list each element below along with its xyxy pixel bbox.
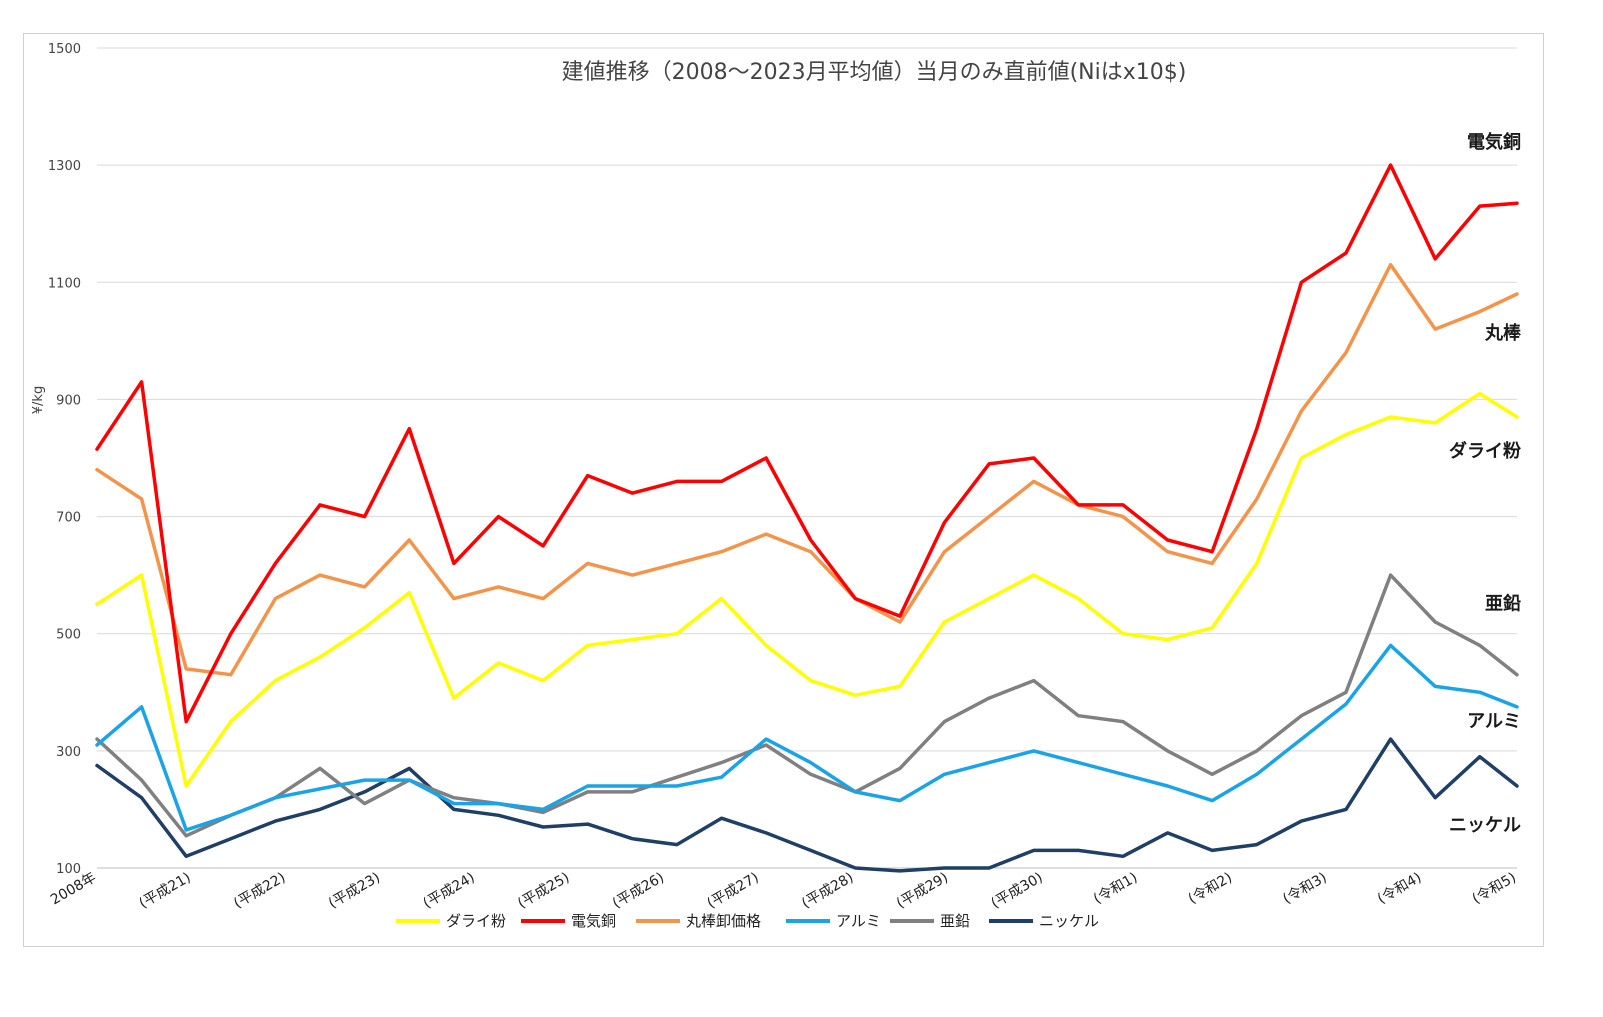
x-tick-label: (令和5) xyxy=(1470,870,1519,908)
x-tick-label: (平成21) xyxy=(137,870,194,912)
series-end-label: 丸棒 xyxy=(1484,322,1522,344)
x-tick-label: (平成25) xyxy=(515,870,572,912)
y-tick-label: 1500 xyxy=(48,42,81,57)
legend-label: ダライ粉 xyxy=(446,912,506,930)
grid-lines xyxy=(97,47,1517,869)
x-tick-label: (平成27) xyxy=(705,870,762,912)
series-line-5 xyxy=(95,737,1519,873)
series-lines xyxy=(95,163,1519,873)
y-tick-label: 500 xyxy=(56,628,81,643)
series-line-4 xyxy=(95,573,1519,838)
series-line-3 xyxy=(95,643,1519,832)
series-end-label: アルミ xyxy=(1467,711,1521,732)
legend-label: 丸棒卸価格 xyxy=(686,912,761,930)
x-tick-label: (令和1) xyxy=(1091,870,1140,908)
x-tick-label: (平成28) xyxy=(799,870,856,912)
legend: ダライ粉 電気銅 丸棒卸価格 アルミ 亜鉛 ニッケル xyxy=(396,912,1099,930)
x-tick-label: (平成22) xyxy=(231,870,288,912)
y-tick-label: 300 xyxy=(56,745,81,760)
series-end-label: ダライ粉 xyxy=(1449,440,1521,462)
x-tick-label: (平成24) xyxy=(421,870,478,912)
legend-label: ニッケル xyxy=(1039,912,1099,930)
y-tick-label: 1300 xyxy=(48,159,81,174)
x-axis-ticks: 2008年 (平成21) (平成22) (平成23) (平成24) (平成25) (平成26… xyxy=(48,870,1519,912)
y-tick-label: 100 xyxy=(56,862,81,877)
x-tick-label: (平成26) xyxy=(610,870,667,912)
x-tick-label: (令和4) xyxy=(1375,870,1424,908)
legend-label: 亜鉛 xyxy=(940,912,970,930)
y-tick-label: 700 xyxy=(56,511,81,526)
x-tick-label: (平成30) xyxy=(989,870,1046,912)
legend-label: アルミ xyxy=(836,912,881,930)
y-tick-label: 900 xyxy=(56,393,81,408)
chart-title: 建値推移（2008～2023月平均値）当月のみ直前値(Niはx10$) xyxy=(562,60,1187,85)
series-line-0 xyxy=(95,391,1519,788)
chart-frame: 100 300 500 700 900 1100 1300 1500 2008年 (平成21)(… xyxy=(23,33,1544,947)
x-tick-label: (平成23) xyxy=(326,870,383,912)
series-end-label: 亜鉛 xyxy=(1485,593,1521,615)
y-axis-ticks: 100 300 500 700 900 1100 1300 1500 xyxy=(48,42,81,877)
x-tick-label: (令和2) xyxy=(1186,870,1235,908)
series-end-label: 電気銅 xyxy=(1467,131,1521,153)
y-tick-label: 1100 xyxy=(48,276,81,291)
series-line-2 xyxy=(95,262,1519,677)
series-line-1 xyxy=(95,163,1519,724)
x-tick-label: (令和3) xyxy=(1280,870,1329,908)
y-axis-label: ¥/kg xyxy=(31,386,46,414)
x-tick-label: (平成29) xyxy=(894,870,951,912)
legend-label: 電気銅 xyxy=(571,912,616,930)
series-end-label: ニッケル xyxy=(1449,815,1521,836)
